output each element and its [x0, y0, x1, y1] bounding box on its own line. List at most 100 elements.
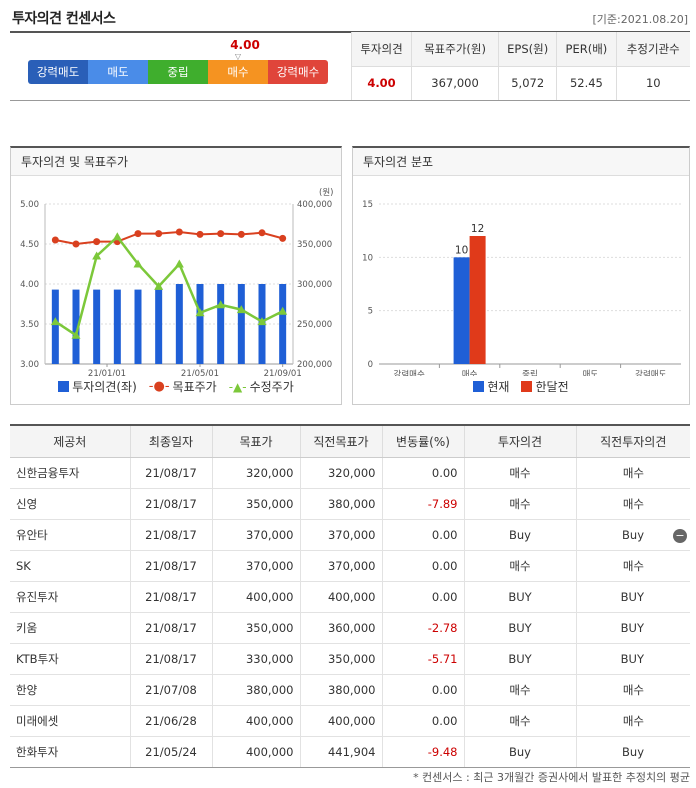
prev-target-price: 370,000: [299, 519, 382, 551]
opinion-distribution-panel: 투자의견 분포 15 10 5 0 강력매수 매수 중립 매도 강력매도 10 12 현재 한달전: [352, 146, 690, 405]
opinion-target-chart: 5.00 4.50 4.00 3.50 3.00 400,000 350,000 300,00…: [20, 188, 333, 376]
prev-opinion: Buy: [575, 519, 690, 551]
broker-name: 유진투자: [10, 581, 130, 613]
broker-name: 유안타: [10, 519, 130, 551]
prev-opinion: BUY: [575, 612, 690, 644]
change-rate: -7.89: [381, 488, 464, 520]
target-price-point: [72, 240, 80, 248]
left-tick-label: 4.50: [20, 240, 39, 250]
legend-opinion-swatch: [58, 381, 70, 392]
target-price-point: [217, 230, 225, 238]
left-tick-label: 3.00: [20, 360, 39, 370]
broker-name: 한화투자: [10, 736, 130, 768]
col-change: 변동률(%): [381, 424, 464, 458]
chart1-legend: 투자의견(좌) -●- 목표주가 -▲- 수정주가: [11, 378, 341, 395]
legend-adjusted: -▲- 수정주가: [228, 379, 294, 395]
last-date: 21/07/08: [129, 674, 212, 706]
table-row: 한양 21/07/08 380,000 380,000 0.00 매수 매수: [10, 674, 690, 706]
left-tick-label: 4.00: [20, 280, 39, 290]
current-bar: [453, 257, 470, 364]
target-price: 320,000: [211, 457, 300, 489]
left-tick-label: 5.00: [20, 200, 39, 210]
table-row: 미래에셋 21/06/28 400,000 400,000 0.00 매수 매수: [10, 705, 690, 737]
table-row: KTB투자 21/08/17 330,000 350,000 -5.71 BUY BUY: [10, 643, 690, 675]
legend-target: -●- 목표주가: [148, 379, 217, 394]
change-rate: 0.00: [381, 519, 464, 551]
target-price-point: [279, 234, 287, 242]
scale-buy: 매수: [208, 60, 268, 84]
legend-target-marker-icon: -●-: [148, 379, 170, 394]
last-date: 21/06/28: [129, 705, 212, 737]
change-rate: 0.00: [381, 674, 464, 706]
adjusted-price-point: [195, 308, 205, 317]
cons-header-target: 목표주가(원): [410, 32, 499, 67]
x-tick-label: 21/09/01: [264, 369, 302, 376]
category-label: 매수: [462, 370, 478, 376]
consensus-summary: [10, 31, 690, 101]
adjusted-price-point: [216, 300, 226, 309]
col-date: 최종일자: [129, 424, 212, 458]
collapse-row-icon[interactable]: −: [673, 529, 687, 543]
right-tick-label: 300,000: [297, 280, 332, 290]
legend-adjusted-marker-icon: -▲-: [228, 379, 247, 394]
col-target: 목표가: [211, 424, 300, 458]
adjusted-price-point: [154, 281, 164, 290]
right-tick-label: 200,000: [297, 360, 332, 370]
opinion-scale-bar: 강력매도 매도 중립 매수 강력매수: [28, 60, 328, 84]
cons-header-opinion: 투자의견: [351, 32, 412, 67]
table-row: 한화투자 21/05/24 400,000 441,904 -9.48 Buy Buy: [10, 736, 690, 768]
target-price: 400,000: [211, 736, 300, 768]
last-date: 21/08/17: [129, 457, 212, 489]
broker-name: 신한금융투자: [10, 457, 130, 489]
opinion: 매수: [463, 457, 576, 489]
table-row: 유안타 21/08/17 370,000 370,000 0.00 Buy Buy: [10, 519, 690, 551]
right-tick-label: 400,000: [297, 200, 332, 210]
opinion: BUY: [463, 612, 576, 644]
page-title: 투자의견 컨센서스: [12, 11, 116, 27]
category-label: 중립: [522, 370, 538, 376]
change-rate: -2.78: [381, 612, 464, 644]
table-row: SK 21/08/17 370,000 370,000 0.00 매수 매수: [10, 550, 690, 582]
legend-month-ago-swatch: [521, 381, 533, 392]
scale-strong-buy: 강력매수: [268, 60, 328, 84]
target-price-point: [258, 229, 266, 237]
opinion-bar: [175, 284, 183, 364]
target-price: 350,000: [211, 488, 300, 520]
table-header-row: 제공처 최종일자 목표가 직전목표가 변동률(%) 투자의견 직전투자의견: [10, 424, 690, 458]
prev-target-price: 350,000: [299, 643, 382, 675]
cons-target-value: 367,000: [410, 66, 499, 100]
opinion-bar: [51, 289, 59, 364]
adjusted-price-point: [257, 317, 267, 326]
change-rate: 0.00: [381, 581, 464, 613]
opinion-bar: [155, 289, 163, 364]
table-row: 신영 21/08/17 350,000 380,000 -7.89 매수 매수: [10, 488, 690, 520]
opinion-bar: [134, 289, 142, 364]
broker-opinion-table: 제공처 최종일자 목표가 직전목표가 변동률(%) 투자의견 직전투자의견 신한…: [10, 424, 690, 768]
cons-header-count: 추정기관수: [615, 32, 690, 67]
target-price-point: [155, 230, 163, 238]
right-axis-unit: (원): [319, 188, 333, 198]
cons-count-value: 10: [615, 66, 690, 100]
chart2-legend: 현재 한달전: [353, 378, 689, 395]
prev-opinion: 매수: [575, 550, 690, 582]
opinion: 매수: [463, 705, 576, 737]
prev-target-price: 370,000: [299, 550, 382, 582]
opinion-bar: [196, 284, 204, 364]
target-price: 380,000: [211, 674, 300, 706]
target-price: 400,000: [211, 581, 300, 613]
change-rate: -5.71: [381, 643, 464, 675]
y-tick-label: 0: [368, 360, 373, 370]
adjusted-price-point: [174, 259, 184, 268]
legend-current: 현재: [473, 378, 509, 395]
prev-opinion: 매수: [575, 488, 690, 520]
last-date: 21/05/24: [129, 736, 212, 768]
target-price-line: [55, 230, 283, 246]
col-prev-target: 직전목표가: [299, 424, 382, 458]
target-price: 330,000: [211, 643, 300, 675]
reference-date: [기준:2021.08.20]: [592, 13, 688, 26]
opinion-bar: [237, 284, 245, 364]
y-tick-label: 15: [362, 200, 373, 210]
prev-opinion: BUY: [575, 643, 690, 675]
consensus-score: 4.00: [230, 38, 260, 52]
